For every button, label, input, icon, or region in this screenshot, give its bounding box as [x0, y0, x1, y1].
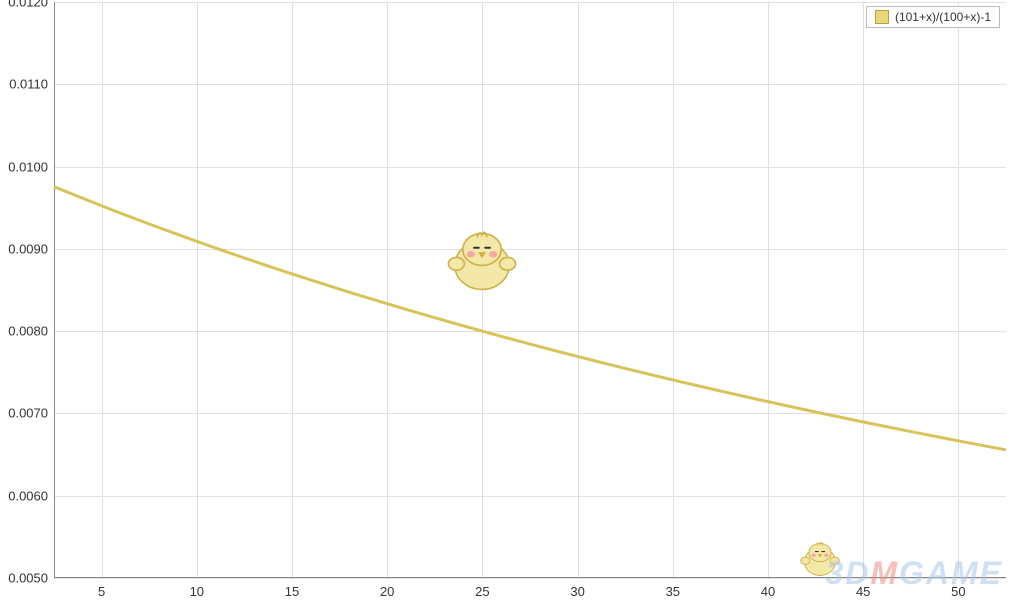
x-tick-label: 45 — [856, 578, 870, 599]
y-tick-label: 0.0050 — [8, 571, 54, 586]
legend-swatch — [875, 10, 889, 24]
x-tick-label: 50 — [951, 578, 965, 599]
chart-curve-svg — [54, 2, 1006, 578]
x-tick-label: 25 — [475, 578, 489, 599]
x-tick-label: 20 — [380, 578, 394, 599]
y-tick-label: 0.0110 — [9, 77, 54, 92]
y-tick-label: 0.0120 — [8, 0, 54, 10]
legend-label: (101+x)/(100+x)-1 — [895, 10, 991, 24]
x-tick-label: 35 — [666, 578, 680, 599]
legend: (101+x)/(100+x)-1 — [866, 6, 1000, 28]
y-tick-label: 0.0090 — [8, 241, 54, 256]
x-tick-label: 30 — [570, 578, 584, 599]
y-tick-label: 0.0100 — [8, 159, 54, 174]
x-tick-label: 40 — [761, 578, 775, 599]
series-line — [54, 187, 1006, 450]
x-tick-label: 15 — [285, 578, 299, 599]
chart-container: (101+x)/(100+x)-1 5 10 15 20 25 30 35 40 45 50 0.0… — [0, 0, 1013, 610]
y-tick-label: 0.0060 — [8, 488, 54, 503]
y-tick-label: 0.0070 — [8, 406, 54, 421]
y-tick-label: 0.0080 — [8, 324, 54, 339]
plot-area: (101+x)/(100+x)-1 51015202530354045500.0… — [54, 2, 1006, 578]
x-tick-label: 10 — [190, 578, 204, 599]
x-tick-label: 5 — [98, 578, 105, 599]
